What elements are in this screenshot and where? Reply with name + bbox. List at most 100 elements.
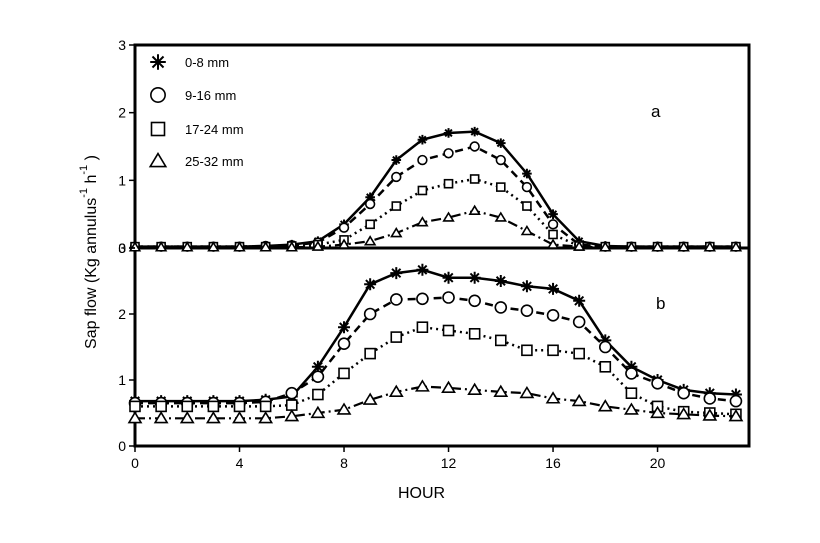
panel-b-point-circle: [677, 386, 690, 400]
panel-a-series-line-star: [135, 130, 736, 248]
panel-a-y-tick-label: 3: [118, 37, 126, 53]
panel-b-point-circle: [363, 307, 377, 321]
panel-b-point-circle: [703, 392, 717, 405]
panel-b-frame: [133, 246, 751, 448]
panel-b-point-circle: [416, 292, 429, 306]
legend-entry-label: 17-24 mm: [185, 122, 244, 137]
panel-a-point-triangle: [729, 241, 743, 252]
panel-b: [127, 263, 744, 424]
panel-a-point-star: [365, 192, 375, 203]
legend-entry-label: 9-16 mm: [185, 88, 236, 103]
legend: 0-8 mm 9-16 mm 17-24 mm 25-32 mm: [148, 54, 244, 169]
panel-b-point-square: [547, 344, 559, 357]
panel-a-point-triangle: [181, 241, 194, 252]
panel-b-point-circle: [442, 291, 455, 304]
panel-b-point-square: [259, 400, 272, 413]
panel-b-y-tick-label: 1: [118, 372, 126, 388]
panel-b-point-triangle: [179, 411, 195, 424]
panel-a-point-triangle: [468, 204, 481, 216]
panel-b-point-triangle: [467, 382, 483, 395]
panel-a-point-triangle: [416, 216, 429, 227]
y-axis-title-sup1: -1: [78, 188, 90, 198]
panel-a-point-triangle: [285, 241, 298, 252]
panel-a-point-triangle: [233, 241, 246, 252]
panel-b-point-square: [312, 388, 324, 401]
panel-a-point-triangle: [520, 224, 534, 236]
panel-a-point-triangle: [442, 211, 455, 222]
panel-b-point-circle: [389, 293, 403, 306]
panel-b-point-star: [390, 267, 403, 280]
panel-b-point-triangle: [597, 399, 613, 412]
panel-b-point-square: [285, 399, 298, 411]
panel-b-point-circle: [494, 301, 508, 314]
panel-b-point-star: [338, 321, 351, 334]
panel-b-point-circle: [520, 304, 534, 318]
panel-b-point-circle: [285, 386, 299, 400]
panel-b-point-circle: [337, 337, 351, 351]
panel-b-point-triangle: [388, 384, 404, 397]
panel-b-point-star: [625, 360, 638, 373]
panel-a-point-circle: [391, 171, 402, 183]
panel-a-point-circle: [417, 154, 428, 166]
panel-a-point-triangle: [337, 238, 351, 249]
panel-a-point-triangle: [207, 241, 220, 252]
panel-a-point-triangle: [390, 227, 403, 238]
panel-b-point-triangle: [153, 411, 169, 424]
panel-a-point-square: [443, 178, 454, 189]
panel-a-point-square: [391, 201, 402, 211]
panel-b-point-star: [442, 271, 455, 284]
panel-b-point-star: [729, 388, 742, 401]
y-axis-title-close: ): [83, 155, 100, 165]
panel-b-point-square: [390, 331, 403, 343]
x-tick-label: 20: [650, 455, 666, 471]
legend-square-marker: [150, 121, 166, 137]
y-axis-title-h: h: [83, 175, 100, 188]
panel-a-point-circle: [364, 198, 376, 210]
panel-a-point-star: [548, 209, 558, 219]
x-tick-label: 16: [545, 455, 561, 471]
panel-b-point-triangle: [624, 402, 639, 415]
panel-b-point-triangle: [545, 391, 561, 404]
panel-b-point-star: [599, 334, 612, 347]
panel-a-point-square: [522, 201, 532, 211]
panel-a-series-line-square: [135, 177, 736, 248]
panel-b-y-tick-label: 0: [118, 438, 126, 454]
panel-b-point-triangle: [336, 402, 352, 415]
panel-b-point-square: [573, 347, 585, 360]
panel-b-point-square: [468, 327, 481, 340]
panel-b-point-star: [468, 271, 481, 284]
panel-b-point-square: [364, 347, 376, 360]
panel-a-y-tick-label: 1: [118, 172, 126, 188]
panel-b-point-triangle: [493, 384, 509, 397]
y-axis-title-sup2: -1: [78, 165, 90, 175]
panel-b-point-star: [311, 360, 324, 373]
panel-b-y-tick-label: 2: [118, 306, 126, 322]
panel-a-point-circle: [521, 181, 533, 193]
panel-a-point-star: [495, 138, 506, 148]
panel-b-point-triangle: [728, 409, 744, 422]
panel-a-point-triangle: [625, 241, 638, 252]
legend-triangle-marker: [148, 152, 168, 168]
panel-b-point-square: [494, 334, 507, 347]
panel-b-point-square: [625, 387, 638, 400]
y-axis-title-main: Sap flow (Kg annulus: [83, 198, 100, 349]
legend-entry-label: 0-8 mm: [185, 55, 229, 70]
panel-a-point-triangle: [494, 211, 508, 222]
panel-a-point-triangle: [599, 241, 612, 252]
x-tick-label: 12: [441, 455, 457, 471]
panel-b-point-square: [129, 400, 141, 413]
x-tick-label: 0: [131, 455, 139, 471]
panel-b-point-square: [599, 360, 612, 373]
panel-a-point-triangle: [546, 238, 560, 249]
panel-a-y-tick-label: 2: [118, 105, 126, 121]
panel-b-point-triangle: [284, 409, 300, 422]
panel-a-point-triangle: [651, 241, 664, 252]
panel-a-point-circle: [338, 222, 350, 233]
panel-b-point-triangle: [205, 411, 221, 424]
panel-b-point-square: [416, 321, 429, 334]
panel-a-point-triangle: [311, 240, 325, 251]
panel-b-label: b: [656, 294, 665, 313]
panel-a-point-triangle: [677, 241, 690, 252]
legend-star-marker: [150, 54, 166, 70]
